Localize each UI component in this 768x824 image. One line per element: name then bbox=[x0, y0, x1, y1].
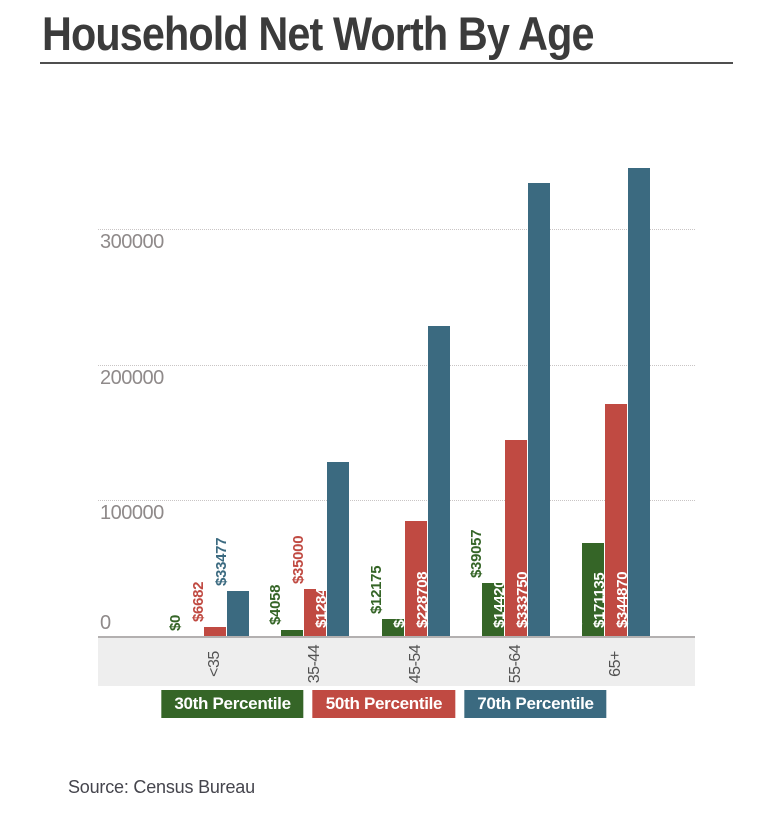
bar bbox=[227, 590, 249, 636]
bar-value-label: $12175 bbox=[367, 566, 385, 615]
x-axis-band bbox=[98, 638, 695, 686]
bar-value-label: $35000 bbox=[290, 535, 308, 584]
bar-value-label: $84542 bbox=[390, 579, 408, 628]
bar bbox=[404, 521, 427, 636]
bar bbox=[381, 619, 404, 636]
bar bbox=[628, 168, 651, 636]
legend-item-70th-percentile: 70th Percentile bbox=[464, 690, 607, 718]
bar-value-label: $344870 bbox=[614, 571, 632, 628]
bar-value-label: $39057 bbox=[467, 529, 485, 578]
legend-item-30th-percentile: 30th Percentile bbox=[161, 690, 304, 718]
bar bbox=[204, 626, 226, 636]
page-title: Household Net Worth By Age bbox=[42, 7, 594, 60]
source-caption: Source: Census Bureau bbox=[68, 777, 255, 797]
gridline bbox=[98, 364, 695, 366]
bar-value-label: $128430 bbox=[313, 571, 331, 628]
bar bbox=[605, 403, 628, 636]
x-axis-label: 35-44 bbox=[306, 644, 324, 684]
bar bbox=[281, 630, 304, 636]
x-axis-label: 65+ bbox=[607, 651, 625, 677]
y-tick-label: 200000 bbox=[100, 366, 164, 389]
legend-item-50th-percentile: 50th Percentile bbox=[312, 690, 456, 718]
bar-value-label: $0 bbox=[167, 614, 184, 631]
x-axis-label: 45-54 bbox=[406, 644, 424, 684]
bar bbox=[504, 440, 527, 636]
gridline bbox=[98, 500, 695, 502]
x-axis-label: <35 bbox=[206, 651, 223, 677]
bar-value-label: $6682 bbox=[190, 581, 207, 622]
bar bbox=[481, 582, 504, 636]
x-axis-label: 55-64 bbox=[506, 644, 524, 684]
y-tick-label: 0 bbox=[100, 612, 111, 634]
bar bbox=[304, 588, 327, 636]
bar-value-label: $333750 bbox=[513, 571, 531, 628]
bar bbox=[327, 461, 350, 636]
gridline bbox=[98, 228, 695, 230]
bar-value-label: $228708 bbox=[413, 571, 431, 628]
bar-value-label: $171135 bbox=[591, 572, 609, 628]
bar bbox=[527, 183, 550, 636]
bar-value-label: $33477 bbox=[213, 537, 230, 586]
y-tick-label: 100000 bbox=[100, 502, 164, 525]
x-axis-line bbox=[98, 636, 695, 638]
bar-value-label: $4058 bbox=[267, 585, 285, 626]
bar bbox=[582, 542, 605, 636]
bar bbox=[427, 325, 450, 636]
bar-value-label: $68783 bbox=[568, 579, 586, 628]
bar-value-label: $144200 bbox=[490, 571, 508, 628]
title-underline bbox=[40, 62, 733, 64]
chart-legend: 30th Percentile 50th Percentile 70th Perce… bbox=[161, 690, 607, 718]
y-tick-label: 300000 bbox=[100, 230, 164, 253]
